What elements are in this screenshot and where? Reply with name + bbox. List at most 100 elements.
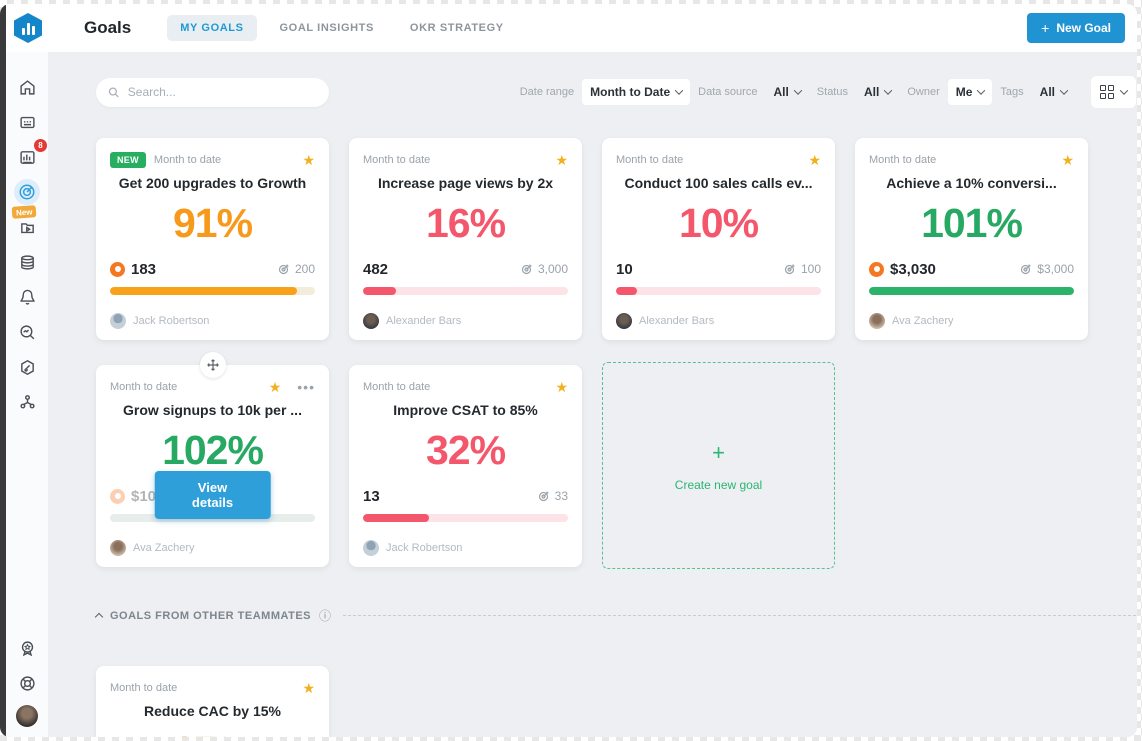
create-new-goal-label: Create new goal [674, 477, 763, 492]
favorite-star-icon[interactable]: ★ [555, 151, 568, 168]
owner-name: Ava Zachery [133, 542, 195, 554]
goal-title: Get 200 upgrades to Growth [118, 175, 307, 191]
data-source-select[interactable]: All [765, 79, 808, 105]
status-label: Status [816, 86, 848, 98]
target-icon [278, 264, 289, 275]
progress-bar [363, 514, 568, 522]
explore-icon[interactable] [14, 319, 40, 345]
new-badge: NEW [110, 151, 146, 168]
goal-card[interactable]: Month to date ★ Achieve a 10% conversi..… [855, 138, 1088, 340]
target-icon [538, 491, 549, 502]
chevron-up-icon [94, 612, 104, 622]
goal-card[interactable]: Month to date ★ Reduce CAC by 15% 87% [96, 666, 329, 737]
goal-card[interactable]: Month to date ★ Improve CSAT to 85% 32% … [349, 365, 582, 567]
tags-select[interactable]: All [1032, 79, 1075, 105]
search-input[interactable] [127, 85, 317, 99]
chevron-down-icon [884, 86, 893, 95]
search-box [96, 77, 329, 107]
main-tabs: MY GOALS GOAL INSIGHTS OKR STRATEGY [167, 15, 516, 41]
favorite-star-icon[interactable]: ★ [808, 151, 821, 168]
new-goal-button[interactable]: + New Goal [1027, 13, 1125, 43]
grid-view-icon [1100, 85, 1114, 99]
benchmarks-icon[interactable] [14, 354, 40, 380]
drag-handle-icon[interactable] [199, 352, 226, 378]
goal-title: Increase page views by 2x [377, 175, 554, 191]
target-value: 100 [784, 262, 821, 276]
goals-icon[interactable] [14, 179, 40, 205]
view-mode-button[interactable] [1091, 76, 1136, 108]
home-icon[interactable] [14, 74, 40, 100]
owner-name: Jack Robertson [386, 542, 463, 554]
chevron-down-icon [1059, 86, 1069, 95]
view-details-button[interactable]: View details [154, 471, 271, 519]
tab-goal-insights[interactable]: GOAL INSIGHTS [279, 22, 374, 34]
goal-card[interactable]: Month to date ★ Increase page views by 2… [349, 138, 582, 340]
favorite-star-icon[interactable]: ★ [302, 151, 315, 168]
databox-logo-icon[interactable] [14, 13, 42, 43]
status-select[interactable]: All [856, 79, 899, 105]
period-label: Month to date [110, 380, 178, 393]
create-new-goal-tile[interactable]: + Create new goal [602, 362, 835, 569]
tags-label: Tags [1000, 86, 1024, 98]
chevron-down-icon [793, 86, 803, 95]
goal-percent: 87% [110, 728, 315, 737]
progress-bar [363, 287, 568, 295]
goal-title: Improve CSAT to 85% [393, 402, 538, 418]
period-label: Month to date [363, 380, 431, 393]
current-value: 183 [110, 261, 156, 278]
org-icon[interactable] [14, 389, 40, 415]
progress-bar [616, 287, 821, 295]
avatar [110, 313, 126, 329]
period-label: Month to date [616, 153, 684, 166]
date-range-label: Date range [519, 86, 575, 98]
goal-title: Conduct 100 sales calls ev... [624, 175, 813, 191]
sidebar: 8 New [6, 52, 48, 737]
target-value: 200 [278, 262, 315, 276]
metrics-icon[interactable] [14, 109, 40, 135]
current-value: $3,030 [869, 261, 936, 278]
rewards-icon[interactable] [14, 635, 40, 661]
goal-percent: 10% [678, 200, 759, 246]
goal-title: Grow signups to 10k per ... [123, 402, 302, 418]
goal-card[interactable]: NEW Month to date ★ Get 200 upgrades to … [96, 138, 329, 340]
dashboards-badge: 8 [34, 139, 47, 152]
date-range-select[interactable]: Month to Date [582, 79, 691, 105]
alerts-icon[interactable] [14, 284, 40, 310]
target-icon [521, 264, 532, 275]
goal-card-hovered[interactable]: Month to date ★ ••• Grow signups to 10k … [96, 352, 329, 567]
goal-card[interactable]: Month to date ★ Conduct 100 sales calls … [602, 138, 835, 340]
card-menu-icon[interactable]: ••• [297, 378, 315, 395]
favorite-star-icon[interactable]: ★ [555, 378, 568, 395]
favorite-star-icon[interactable]: ★ [1061, 151, 1074, 168]
plus-icon: + [712, 439, 725, 465]
goal-percent: 91% [172, 200, 253, 246]
avatar [363, 540, 379, 556]
user-avatar[interactable] [16, 705, 38, 727]
favorite-star-icon[interactable]: ★ [302, 679, 315, 696]
avatar [869, 313, 885, 329]
progress-bar [110, 287, 315, 295]
hubspot-icon [110, 488, 125, 504]
help-icon[interactable] [14, 670, 40, 696]
avatar [363, 313, 379, 329]
favorite-star-icon[interactable]: ★ [268, 378, 282, 395]
reports-new-badge: New [11, 205, 37, 219]
reports-icon[interactable]: New [11, 205, 40, 240]
owner-select[interactable]: Me [947, 79, 993, 105]
tab-okr-strategy[interactable]: OKR STRATEGY [409, 22, 504, 34]
info-icon[interactable]: ⓘ [319, 609, 332, 623]
owner-name: Ava Zachery [892, 315, 954, 327]
goal-percent: 102% [162, 427, 264, 473]
current-value: 13 [363, 487, 380, 505]
goals-grid: NEW Month to date ★ Get 200 upgrades to … [96, 138, 1137, 569]
period-label: Month to date [869, 153, 937, 166]
teammates-section-header[interactable]: GOALS FROM OTHER TEAMMATES ⓘ [94, 607, 1136, 624]
target-value: $3,000 [1020, 262, 1074, 276]
data-sources-icon[interactable] [14, 249, 40, 275]
hubspot-icon [110, 261, 125, 277]
avatar [616, 313, 632, 329]
tab-my-goals[interactable]: MY GOALS [167, 15, 257, 41]
dashboards-icon[interactable]: 8 [14, 139, 47, 170]
current-value: 10 [616, 260, 633, 278]
period-label: Month to date [363, 153, 431, 166]
